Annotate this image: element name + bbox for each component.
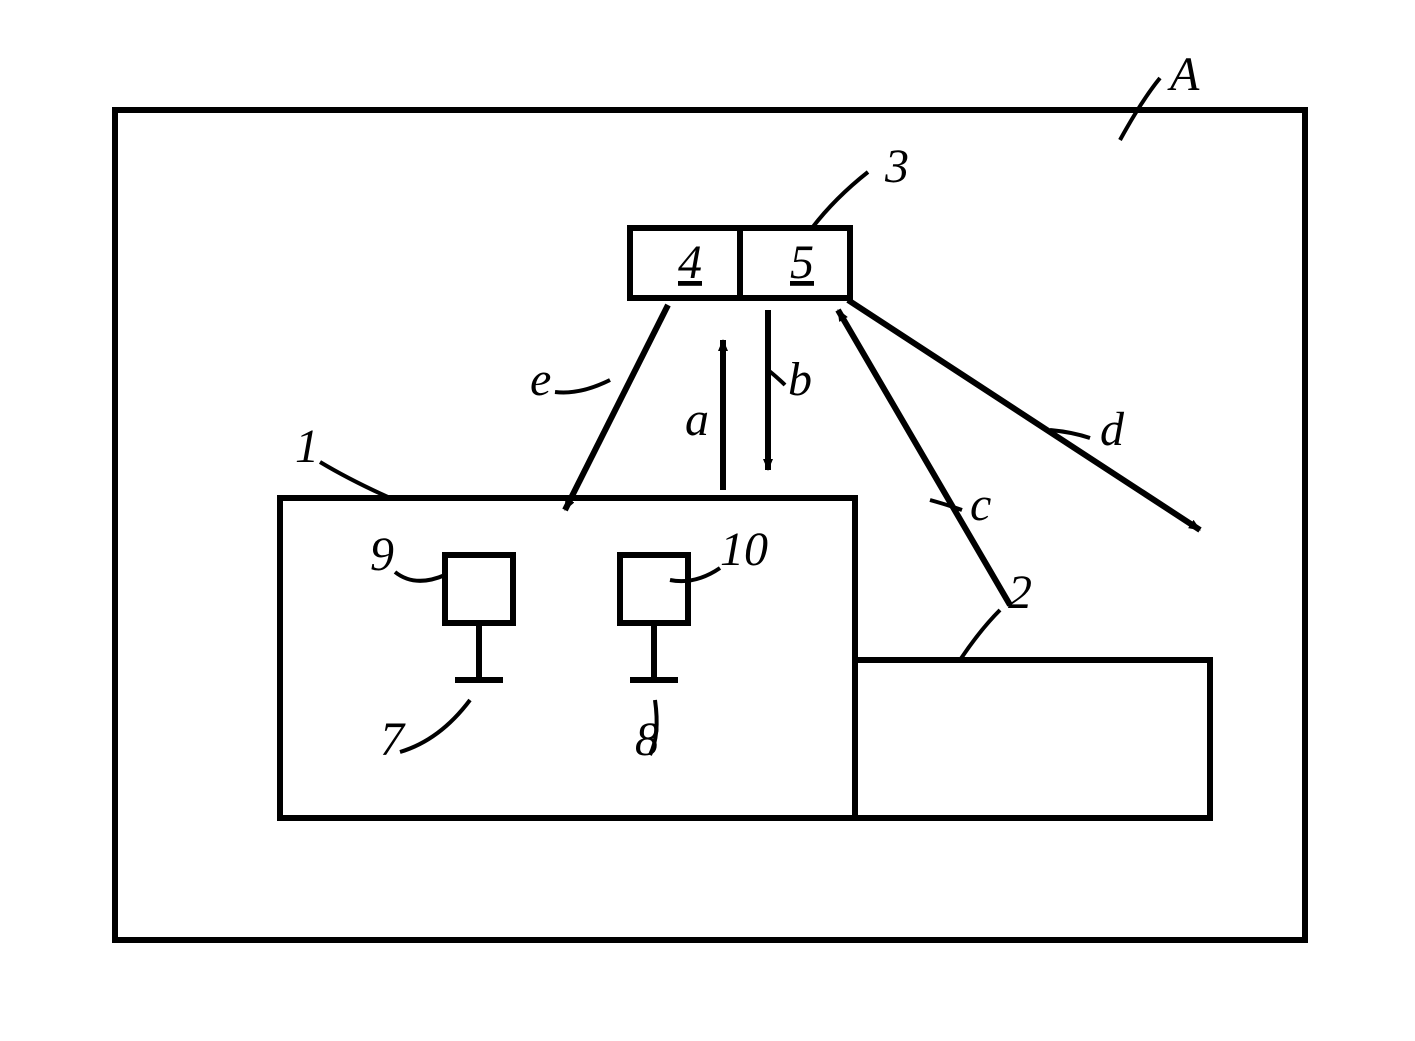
- leader-7: [400, 700, 470, 752]
- label-7: 7: [380, 713, 406, 766]
- leader-c: [930, 500, 962, 510]
- label-1: 1: [295, 420, 319, 473]
- leader-9: [395, 572, 445, 581]
- label-e: e: [530, 353, 551, 406]
- label-d: d: [1100, 403, 1125, 456]
- arrow-e: [565, 305, 668, 510]
- label-a: a: [685, 393, 709, 446]
- leader-3: [812, 172, 868, 228]
- square-10: [620, 555, 688, 623]
- label-8: 8: [635, 713, 659, 766]
- square-9: [445, 555, 513, 623]
- arrow-c: [838, 310, 1010, 605]
- label-5: 5: [790, 236, 814, 289]
- leader-2: [960, 610, 1000, 660]
- label-10: 10: [720, 523, 768, 576]
- label-4: 4: [678, 236, 702, 289]
- block-2: [855, 660, 1210, 818]
- leader-1: [320, 462, 390, 498]
- technical-diagram: A 3 1 2 4 5 9 10 7 8 a b c d e: [0, 0, 1415, 1041]
- label-b: b: [788, 353, 812, 406]
- label-2: 2: [1008, 566, 1032, 619]
- leader-e: [555, 380, 610, 393]
- block-1: [280, 498, 855, 818]
- label-A: A: [1167, 48, 1200, 101]
- label-9: 9: [370, 528, 394, 581]
- leader-10: [670, 568, 720, 581]
- label-3: 3: [884, 140, 909, 193]
- label-c: c: [970, 478, 991, 531]
